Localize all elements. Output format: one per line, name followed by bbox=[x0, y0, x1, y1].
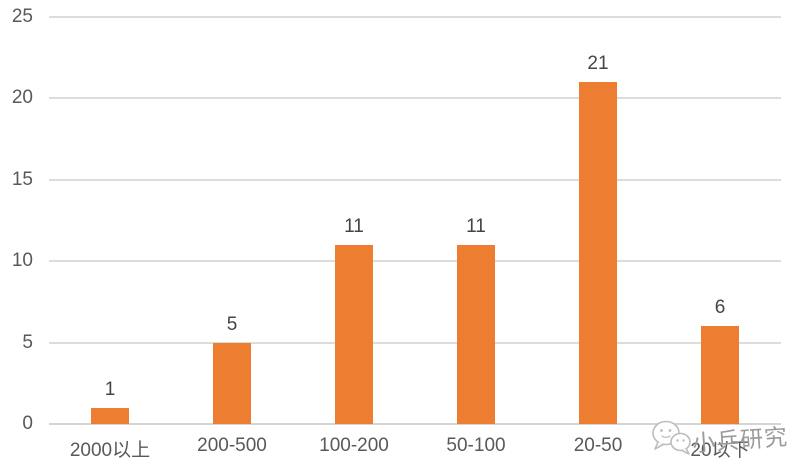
bar bbox=[335, 244, 373, 424]
y-axis-tick-label: 0 bbox=[22, 413, 33, 434]
gridline bbox=[49, 16, 781, 18]
x-axis-line bbox=[49, 423, 781, 425]
bar bbox=[213, 342, 251, 424]
category-slot: 6 20以下 bbox=[659, 17, 781, 461]
category-slot: 21 20-50 bbox=[537, 17, 659, 456]
category-slot: 5 200-500 bbox=[171, 17, 293, 456]
x-axis-tick-label: 100-200 bbox=[319, 435, 389, 456]
gridline bbox=[49, 260, 781, 263]
x-axis-tick-label: 2000以上 bbox=[69, 440, 151, 461]
data-label: 11 bbox=[344, 215, 364, 237]
category-slot: 1 2000以上 bbox=[49, 17, 171, 461]
y-axis-tick-label: 25 bbox=[11, 6, 33, 27]
x-axis-tick-label: 20以下 bbox=[690, 440, 750, 461]
data-label: 1 bbox=[104, 378, 116, 400]
bar bbox=[91, 407, 129, 424]
gridline bbox=[49, 97, 781, 100]
data-label: 21 bbox=[587, 53, 609, 75]
y-axis-tick-label: 15 bbox=[11, 168, 33, 190]
category-slot: 11 100-200 bbox=[293, 17, 415, 456]
y-axis-tick-label: 20 bbox=[11, 87, 33, 109]
gridline bbox=[49, 178, 781, 181]
bar bbox=[579, 82, 617, 424]
data-label: 11 bbox=[466, 215, 486, 237]
gridline bbox=[49, 341, 781, 344]
plot-area: 0 5 10 15 20 25 1 2000以上 5 200-500 11 100-200 11 50-1… bbox=[12, 6, 781, 461]
bar bbox=[701, 326, 739, 424]
x-axis-tick-label: 50-100 bbox=[446, 435, 506, 456]
x-axis-tick-label: 200-500 bbox=[197, 435, 267, 456]
x-axis-tick-label: 20-50 bbox=[573, 435, 623, 456]
data-label: 6 bbox=[714, 297, 726, 319]
data-label: 5 bbox=[226, 313, 238, 335]
category-slot: 11 50-100 bbox=[415, 17, 537, 456]
y-axis-tick-label: 5 bbox=[22, 331, 33, 353]
y-axis-tick-label: 10 bbox=[11, 250, 33, 272]
bar bbox=[457, 244, 495, 424]
